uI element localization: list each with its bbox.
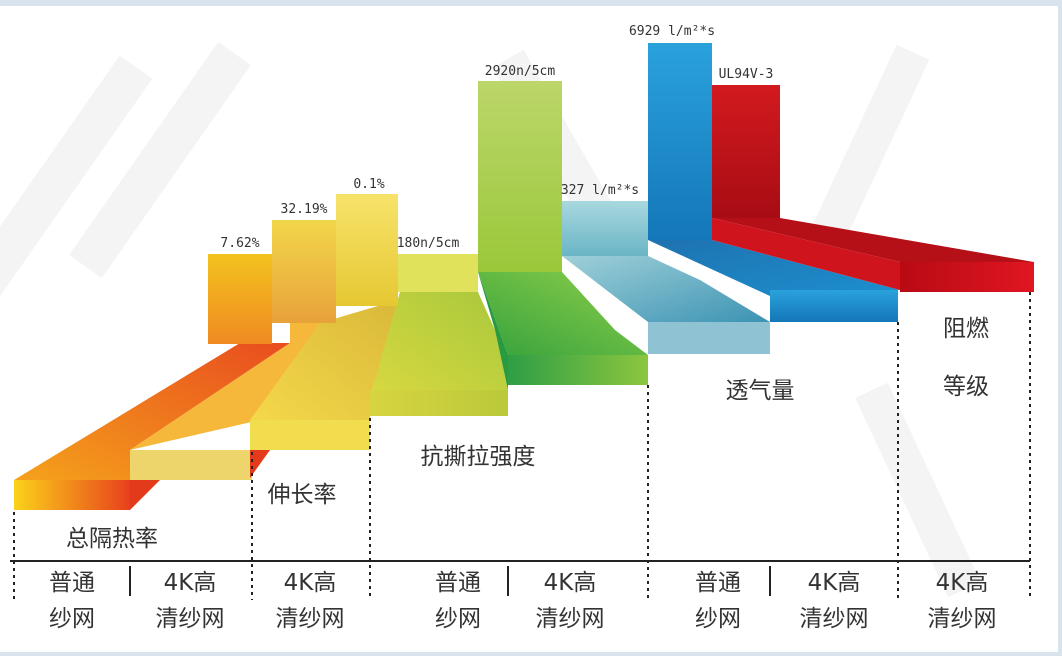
yellow-ribbon-top <box>250 300 398 420</box>
category-label-1: 伸长率 <box>268 482 337 508</box>
right-border <box>1058 0 1062 656</box>
x-label-1-line-0: 4K高 <box>164 570 217 596</box>
value-label-6: 6929 l/m²*s <box>629 24 715 39</box>
category-label-4-0: 阻燃 <box>943 316 989 342</box>
x-label-7-line-0: 4K高 <box>936 570 989 596</box>
teal-ribbon-face <box>648 322 770 354</box>
orange-ribbon-face <box>14 480 130 510</box>
x-axis <box>10 292 1031 600</box>
category-label-2: 抗撕拉强度 <box>421 444 536 470</box>
yellow-ribbon-end <box>250 450 270 478</box>
bar-value-4 <box>478 81 562 272</box>
x-label-5-line-1: 纱网 <box>695 606 741 632</box>
x-label-4-line-0: 4K高 <box>544 570 597 596</box>
x-label-3-line-0: 普通 <box>435 570 481 596</box>
blue-ribbon-face <box>770 290 898 322</box>
bar-value-7 <box>712 85 780 218</box>
yellow-ribbon-face <box>130 450 252 480</box>
bar-value-5 <box>562 201 648 256</box>
x-label-4-line-1: 清纱网 <box>536 606 605 632</box>
orange-ribbon-top <box>14 343 290 480</box>
orange-ribbon-face-end <box>130 480 160 510</box>
x-label-5-line-0: 普通 <box>695 570 741 596</box>
yellow-ribbon-face-2 <box>250 420 370 450</box>
value-label-4: 2920n/5cm <box>485 64 556 79</box>
x-label-6-line-1: 清纱网 <box>800 606 869 632</box>
lime-ribbon-face <box>370 390 508 416</box>
green-ribbon-face <box>508 355 648 385</box>
x-label-1-line-1: 清纱网 <box>156 606 225 632</box>
x-label-2-line-0: 4K高 <box>284 570 337 596</box>
value-label-7: UL94V-3 <box>719 67 774 82</box>
blue-ribbon-top <box>648 240 900 296</box>
x-label-7-line-1: 清纱网 <box>928 606 997 632</box>
chart-ribbons <box>14 218 1034 510</box>
red-ribbon-top <box>712 218 1034 262</box>
top-border <box>0 0 1062 6</box>
x-label-0-line-1: 纱网 <box>49 606 95 632</box>
category-label-4-1: 等级 <box>943 374 989 400</box>
bar-value-6 <box>648 43 712 240</box>
x-label-2-line-1: 清纱网 <box>276 606 345 632</box>
orange-ribbon-top-2 <box>130 323 322 450</box>
value-label-1: 32.19% <box>281 202 328 217</box>
bar-value-2 <box>336 194 398 306</box>
x-label-0-line-0: 普通 <box>49 570 95 596</box>
chart-bars <box>208 43 780 344</box>
green-ribbon-top <box>478 272 648 355</box>
bottom-border <box>0 652 1062 656</box>
value-label-5: 327 l/m²*s <box>561 183 639 198</box>
x-label-3-line-1: 纱网 <box>435 606 481 632</box>
red-ribbon-face <box>900 262 1034 292</box>
red-ribbon-top-2 <box>712 218 900 290</box>
category-label-0: 总隔热率 <box>66 526 158 552</box>
value-label-3: 180n/5cm <box>397 236 460 251</box>
bar-value-3 <box>398 254 478 292</box>
bar-value-1 <box>272 220 336 323</box>
value-label-2: 0.1% <box>353 177 384 192</box>
category-label-3: 透气量 <box>726 378 795 404</box>
x-label-6-line-0: 4K高 <box>808 570 861 596</box>
lime-ribbon-top <box>372 292 508 390</box>
bar-value-0 <box>208 254 272 344</box>
value-label-0: 7.62% <box>220 236 259 251</box>
teal-ribbon-top <box>562 256 770 322</box>
